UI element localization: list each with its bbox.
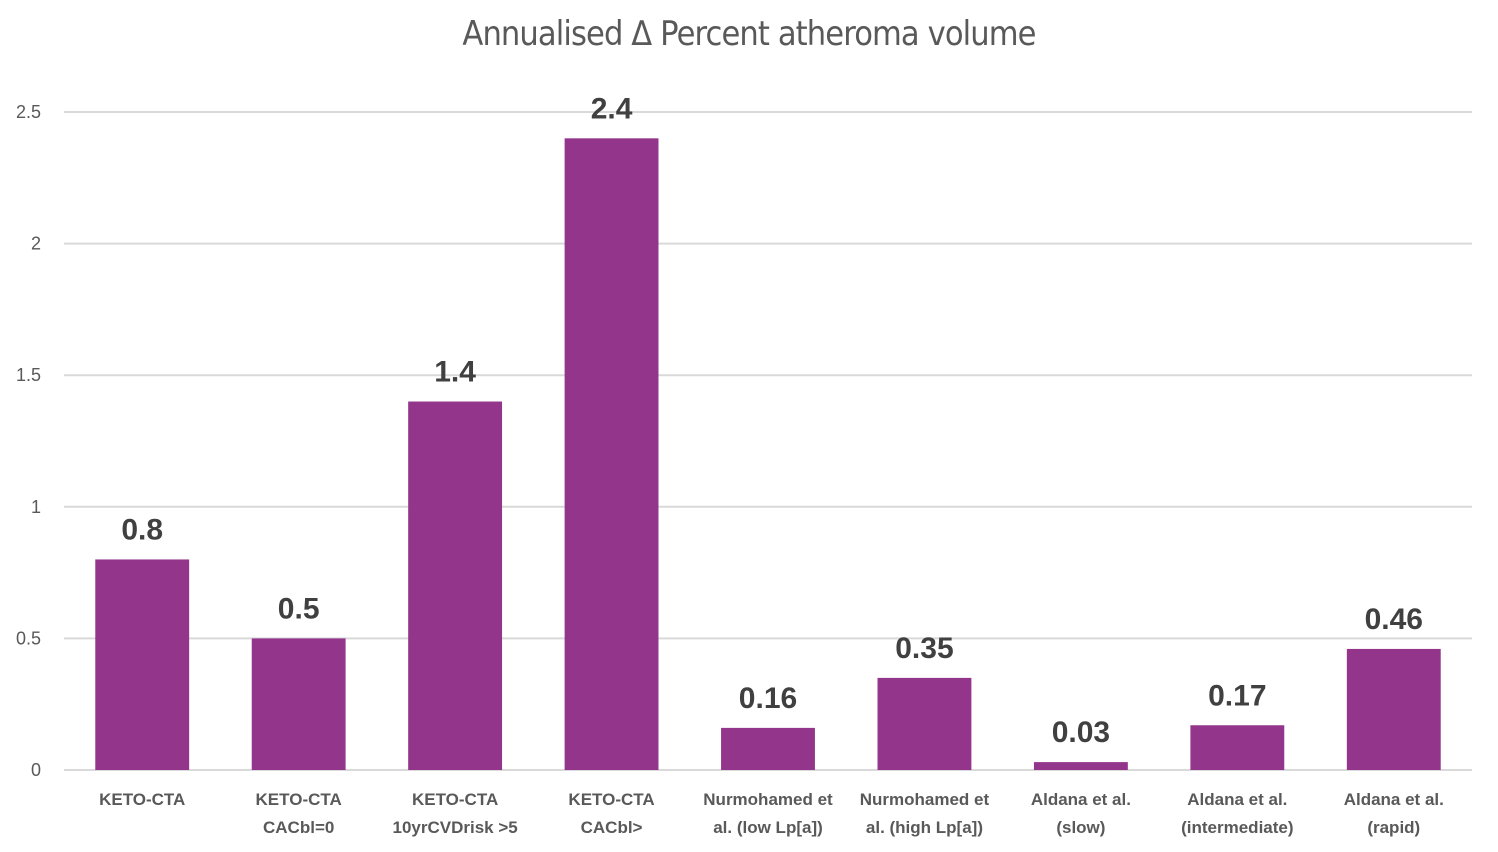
bar — [721, 727, 815, 770]
y-axis-ticks: 0 0.5 1 1.5 2 2.5 — [16, 102, 41, 780]
y-tick-label: 0.5 — [16, 628, 41, 648]
x-tick-label: CACbl> — [581, 818, 643, 837]
data-label: 0.5 — [278, 592, 320, 625]
y-tick-label: 1.5 — [16, 365, 41, 385]
x-tick-label: KETO-CTA — [99, 790, 185, 809]
x-tick-label: (intermediate) — [1181, 818, 1293, 837]
y-tick-label: 1 — [31, 497, 41, 517]
data-labels: 0.8 0.5 1.4 2.4 0.16 0.35 0.03 0.17 0.46 — [121, 92, 1423, 749]
bar — [564, 138, 659, 770]
bar — [251, 638, 346, 770]
data-label: 0.03 — [1052, 716, 1110, 749]
x-tick-label: KETO-CTA — [568, 790, 654, 809]
data-label: 1.4 — [434, 356, 476, 389]
bar — [1033, 762, 1128, 770]
x-tick-label: KETO-CTA — [256, 790, 342, 809]
x-tick-label: 10yrCVDrisk >5 — [392, 818, 517, 837]
x-tick-label: Aldana et al. — [1187, 790, 1287, 809]
data-label: 0.17 — [1208, 679, 1266, 712]
x-axis-labels: KETO-CTA KETO-CTA CACbl=0 KETO-CTA 10yrCVDri… — [99, 790, 1444, 837]
x-tick-label: Nurmohamed et — [860, 790, 990, 809]
y-tick-label: 2 — [31, 234, 41, 254]
x-tick-label: Aldana et al. — [1031, 790, 1131, 809]
y-tick-label: 2.5 — [16, 102, 41, 122]
y-tick-label: 0 — [31, 760, 41, 780]
data-label: 0.8 — [121, 513, 163, 546]
x-tick-label: al. (high Lp[a]) — [866, 818, 983, 837]
bar — [95, 559, 190, 770]
data-label: 0.35 — [895, 632, 953, 665]
x-tick-label: Nurmohamed et — [703, 790, 833, 809]
x-tick-label: (rapid) — [1367, 818, 1420, 837]
data-label: 0.46 — [1365, 603, 1423, 636]
data-label: 0.16 — [739, 682, 797, 715]
x-tick-label: (slow) — [1056, 818, 1105, 837]
bars — [95, 138, 1441, 770]
bar — [1346, 648, 1441, 770]
bar — [408, 401, 503, 770]
x-tick-label: Aldana et al. — [1344, 790, 1444, 809]
x-tick-label: CACbl=0 — [263, 818, 334, 837]
data-label: 2.4 — [591, 92, 633, 125]
chart-title: Annualised Δ Percent atheroma volume — [462, 14, 1036, 54]
x-tick-label: al. (low Lp[a]) — [713, 818, 823, 837]
bar — [877, 677, 972, 770]
x-tick-label: KETO-CTA — [412, 790, 498, 809]
bar — [1190, 725, 1285, 770]
